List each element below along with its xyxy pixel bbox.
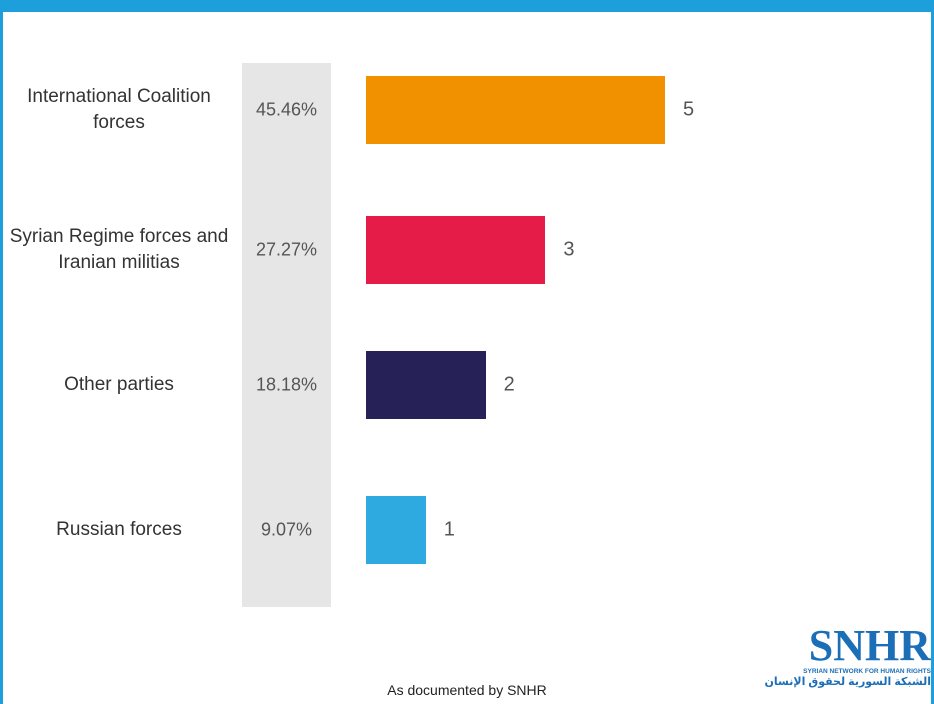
bar <box>366 496 426 564</box>
category-label: Other parties <box>64 374 174 395</box>
value-label: 2 <box>503 373 515 396</box>
category-label: International Coalition forces <box>27 86 211 133</box>
category-label: Russian forces <box>56 519 182 540</box>
logo-english: SYRIAN NETWORK FOR HUMAN RIGHTS <box>803 668 931 675</box>
percent-label: 27.27% <box>255 239 318 260</box>
percent-label: 9.07% <box>260 519 313 540</box>
logo-arabic: الشبكة السورية لحقوق الإنسان <box>764 676 931 688</box>
footer: As documented by SNHR <box>387 682 547 698</box>
value-label: 3 <box>563 238 575 261</box>
percent-label: 45.46% <box>255 99 318 120</box>
category-label: Syrian Regime forces and Iranian militia… <box>9 226 229 273</box>
bar <box>366 216 546 284</box>
bar <box>366 76 665 144</box>
value-label: 1 <box>443 518 455 541</box>
bar <box>366 351 486 419</box>
value-label: 5 <box>683 98 695 121</box>
percent-label: 18.18% <box>255 374 318 395</box>
logo: SNHR SYRIAN NETWORK FOR HUMAN RIGHTS الش… <box>764 621 931 689</box>
percent-column <box>242 63 331 607</box>
logo-title: SNHR <box>808 621 931 670</box>
